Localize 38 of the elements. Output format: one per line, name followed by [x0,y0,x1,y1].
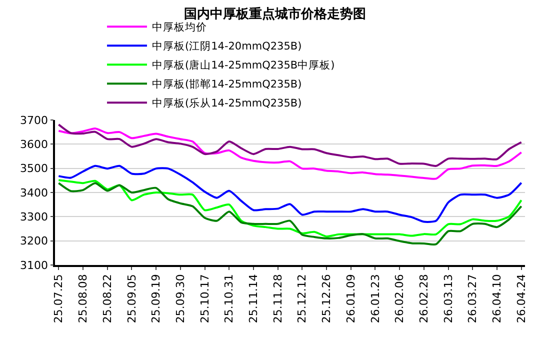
chart-title: 国内中厚板重点城市价格走势图 [184,6,366,22]
x-tick-label: 25.09.19 [150,274,163,324]
legend-label: 中厚板(唐山14-25mmQ235B中厚板) [152,58,335,72]
y-tick-label: 3200 [20,234,48,248]
x-tick-label: 26.04.10 [490,274,504,324]
line-series [58,124,522,167]
y-tick-label: 3700 [20,114,48,127]
x-tick-label: 26.02.06 [393,274,406,324]
legend-label: 中厚板均价 [152,20,207,34]
x-tick-label: 25.10.31 [222,274,236,324]
x-tick-label: 25.12.26 [320,274,334,324]
x-tick-label: 25.11.28 [271,274,284,324]
y-tick-label: 3400 [20,186,48,200]
x-tick-label: 26.03.27 [466,274,480,324]
y-tick-label: 3100 [20,258,48,272]
x-tick-label: 25.10.17 [198,274,212,324]
x-tick-label: 25.09.05 [125,274,138,324]
line-series [58,127,522,180]
line-series [58,164,522,223]
x-tick-label: 25.12.12 [296,274,309,324]
y-tick-label: 3600 [20,138,48,152]
x-tick-label: 26.02.28 [418,274,431,324]
x-tick-label: 26.01.09 [344,274,358,324]
x-tick-label: 26.01.23 [368,274,382,324]
x-tick-label: 25.07.25 [52,274,66,324]
legend-label: 中厚板(江阴14-20mmQ235B) [152,40,302,53]
line-series [58,182,522,246]
line-series [58,179,522,238]
y-tick-label: 3300 [20,210,48,224]
x-tick-label: 25.11.14 [247,274,260,324]
legend-label: 中厚板(乐从14-25mmQ235B) [152,96,302,110]
x-tick-label: 25.09.30 [174,274,187,324]
x-tick-label: 26.03.13 [442,274,455,324]
legend-label: 中厚板(邯郸14-25mmQ235B) [152,78,302,91]
y-tick-label: 3500 [20,162,48,176]
x-tick-label: 26.04.24 [514,274,528,324]
x-tick-label: 25.08.08 [76,274,90,324]
x-tick-label: 25.08.22 [100,274,114,324]
